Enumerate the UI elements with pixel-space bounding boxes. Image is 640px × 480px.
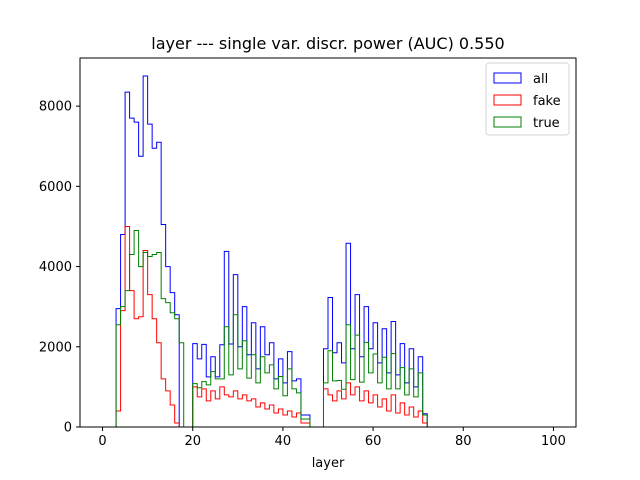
- x-tick-label: 20: [184, 434, 201, 449]
- legend-swatch-true: [493, 116, 522, 128]
- x-tick-label: 0: [98, 434, 106, 449]
- series-layer: [102, 75, 428, 428]
- x-tick-label: 60: [365, 434, 382, 449]
- series-fake-step: [102, 225, 428, 428]
- y-tick-label: 6000: [39, 180, 72, 195]
- legend-label-true: true: [533, 116, 560, 131]
- chart-title: layer --- single var. discr. power (AUC)…: [151, 34, 504, 53]
- legend-swatch-all: [493, 72, 522, 84]
- y-tick-label: 8000: [39, 100, 72, 115]
- y-axis: 0 2000 4000 6000 8000: [39, 100, 80, 436]
- plot-frame: [79, 57, 577, 428]
- series-true-step: [102, 229, 428, 428]
- x-tick-label: 40: [275, 434, 292, 449]
- x-tick-label: 100: [541, 434, 566, 449]
- series-all-step: [102, 75, 428, 428]
- legend: all fake true: [485, 62, 570, 136]
- x-axis: 0 20 40 60 80 100: [98, 427, 566, 449]
- y-tick-label: 2000: [39, 340, 72, 355]
- legend-label-all: all: [533, 72, 548, 87]
- y-tick-label: 0: [64, 421, 72, 436]
- legend-label-fake: fake: [533, 94, 561, 109]
- y-tick-label: 4000: [39, 260, 72, 275]
- legend-swatch-fake: [493, 94, 522, 106]
- x-axis-label: layer: [312, 456, 345, 471]
- x-tick-label: 80: [455, 434, 472, 449]
